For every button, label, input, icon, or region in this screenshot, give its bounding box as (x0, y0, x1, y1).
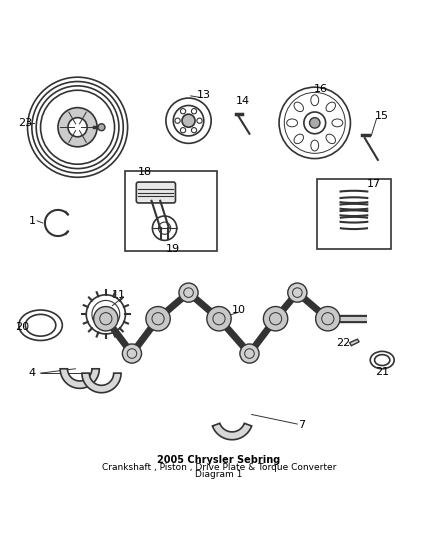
Circle shape (58, 108, 97, 147)
Ellipse shape (294, 102, 304, 111)
Circle shape (191, 109, 197, 114)
Circle shape (180, 127, 186, 133)
Text: 17: 17 (367, 179, 381, 189)
Circle shape (191, 127, 197, 133)
Circle shape (316, 306, 340, 331)
Circle shape (146, 306, 170, 331)
Ellipse shape (326, 134, 336, 143)
Text: 23: 23 (18, 118, 32, 128)
Circle shape (68, 118, 87, 137)
Text: 7: 7 (298, 421, 305, 430)
FancyBboxPatch shape (136, 182, 176, 203)
Circle shape (180, 109, 186, 114)
Polygon shape (350, 339, 359, 346)
Text: 13: 13 (197, 90, 211, 100)
Ellipse shape (332, 119, 343, 127)
Text: 10: 10 (232, 305, 246, 315)
Text: 20: 20 (15, 321, 29, 332)
Circle shape (197, 118, 202, 123)
Circle shape (122, 344, 141, 363)
Circle shape (94, 306, 118, 331)
Circle shape (182, 114, 195, 127)
Text: 19: 19 (166, 244, 180, 254)
Ellipse shape (311, 140, 319, 151)
Text: 21: 21 (375, 367, 389, 377)
Text: 1: 1 (28, 216, 35, 226)
Circle shape (179, 283, 198, 302)
Polygon shape (60, 369, 99, 389)
Bar (125, 171, 217, 251)
Polygon shape (82, 373, 121, 393)
Polygon shape (212, 423, 252, 440)
Circle shape (207, 306, 231, 331)
Circle shape (288, 283, 307, 302)
Text: 15: 15 (375, 111, 389, 122)
Text: 22: 22 (336, 338, 350, 348)
Ellipse shape (294, 134, 304, 143)
Circle shape (263, 306, 288, 331)
Text: 14: 14 (236, 96, 250, 106)
Circle shape (240, 344, 259, 363)
Bar (317, 180, 391, 249)
Text: 2005 Chrysler Sebring: 2005 Chrysler Sebring (157, 455, 281, 465)
Circle shape (98, 124, 105, 131)
Text: 4: 4 (28, 368, 35, 378)
Text: 11: 11 (112, 290, 126, 300)
Text: 18: 18 (138, 167, 152, 176)
Text: Diagram 1: Diagram 1 (195, 470, 243, 479)
Text: Crankshaft , Piston , Drive Plate & Torque Converter: Crankshaft , Piston , Drive Plate & Torq… (102, 463, 336, 472)
Ellipse shape (326, 102, 336, 111)
Ellipse shape (287, 119, 297, 127)
Ellipse shape (311, 95, 319, 106)
Text: 16: 16 (314, 84, 328, 94)
Circle shape (175, 118, 180, 123)
Circle shape (310, 118, 320, 128)
